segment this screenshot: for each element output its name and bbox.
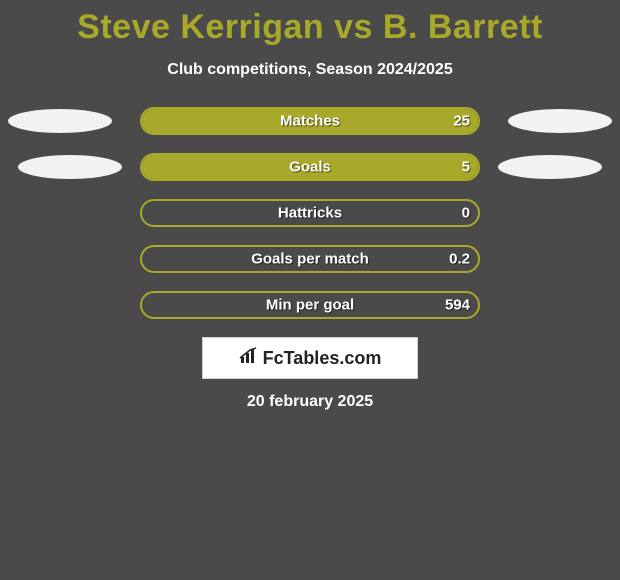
stat-bar-track: Goals5 (140, 153, 480, 181)
logo-text: FcTables.com (263, 348, 382, 369)
title-vs: vs (334, 8, 373, 46)
stat-bar-track: Matches25 (140, 107, 480, 135)
stat-bar-track: Hattricks0 (140, 199, 480, 227)
date-text: 20 february 2025 (0, 393, 620, 411)
stat-label: Min per goal (142, 297, 478, 314)
barchart-icon (239, 347, 259, 370)
player1-blob (8, 109, 112, 133)
stat-bar-fill (142, 155, 478, 179)
player2-blob (508, 109, 612, 133)
player1-blob (18, 155, 122, 179)
logo: FcTables.com (239, 347, 382, 370)
stat-bar-track: Goals per match0.2 (140, 245, 480, 273)
comparison-chart: Matches25 Goals5 Hattricks0 Goals per match… (0, 107, 620, 319)
player2-blob (498, 155, 602, 179)
page-title: Steve Kerrigan vs B. Barrett (0, 0, 620, 47)
stat-row: Hattricks0 (0, 199, 620, 227)
stat-value: 594 (445, 297, 470, 314)
stat-row: Goals5 (0, 153, 620, 181)
subtitle: Club competitions, Season 2024/2025 (0, 61, 620, 79)
logo-box: FcTables.com (202, 337, 418, 379)
stat-bar-track: Min per goal594 (140, 291, 480, 319)
stat-row: Goals per match0.2 (0, 245, 620, 273)
stat-label: Goals per match (142, 251, 478, 268)
title-player1: Steve Kerrigan (77, 8, 324, 46)
stat-label: Hattricks (142, 205, 478, 222)
stat-row: Min per goal594 (0, 291, 620, 319)
stat-value: 0 (462, 205, 470, 222)
title-player2: B. Barrett (383, 8, 543, 46)
stat-value: 0.2 (449, 251, 470, 268)
stat-bar-fill (142, 109, 478, 133)
stat-row: Matches25 (0, 107, 620, 135)
